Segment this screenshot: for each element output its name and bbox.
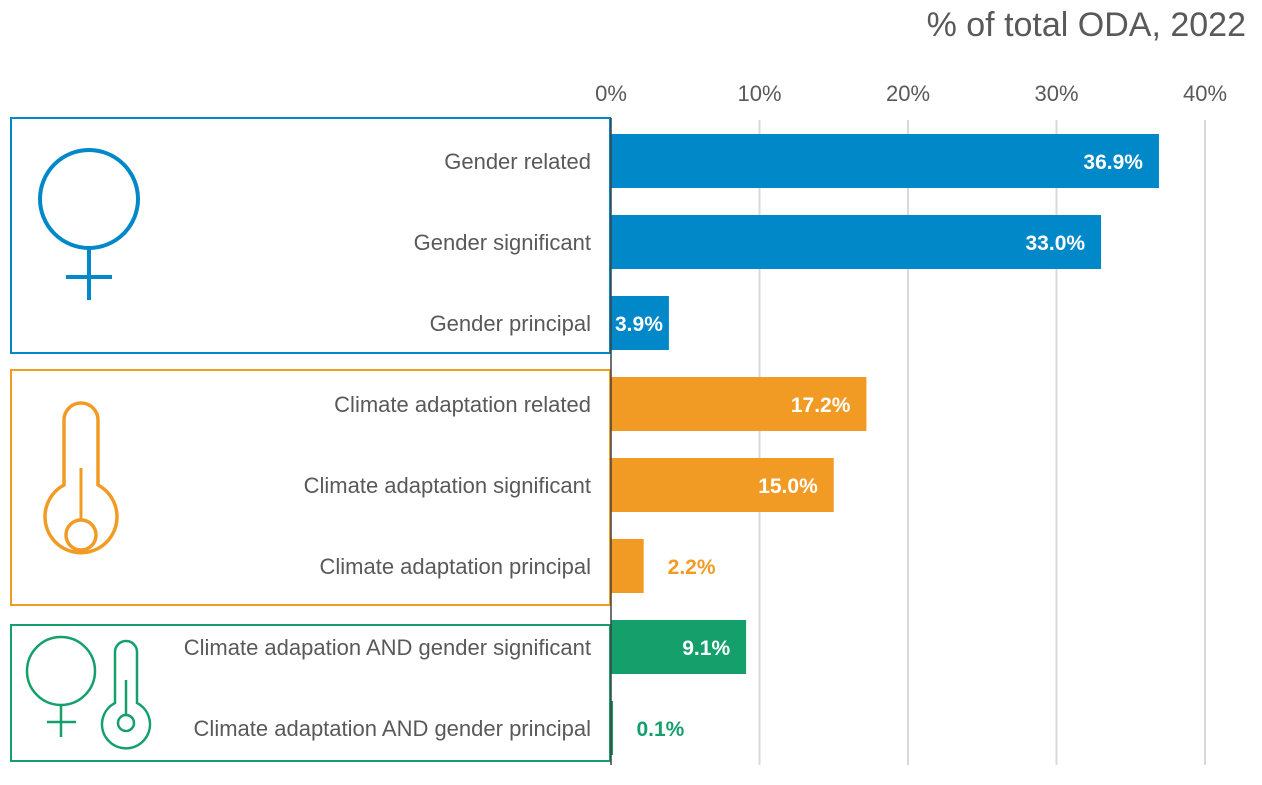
data-label: 36.9%: [1083, 151, 1143, 174]
data-label: 17.2%: [791, 394, 851, 417]
bar: [611, 377, 867, 431]
category-label: Climate adaptation AND gender principal: [194, 716, 591, 741]
group-box-gender: [10, 117, 611, 354]
x-tick-label: 10%: [737, 81, 781, 106]
group-box-climate: [10, 369, 611, 606]
bar: [611, 134, 1159, 188]
category-label: Climate adapation AND gender significant: [184, 635, 591, 660]
category-labels: Gender related Gender significant Gender p…: [184, 149, 591, 741]
bar: [611, 215, 1102, 269]
data-label: 33.0%: [1026, 232, 1086, 255]
group-boxes: [10, 117, 611, 762]
x-tick-label: 40%: [1183, 81, 1227, 106]
bar: [611, 539, 644, 593]
bar: [611, 296, 669, 350]
x-tick-label: 30%: [1034, 81, 1078, 106]
chart-title: % of total ODA, 2022: [927, 6, 1246, 44]
bar: [611, 458, 834, 512]
female-thermometer-icon: [25, 635, 152, 750]
data-label: 2.2%: [668, 556, 716, 579]
group-box-combined: [10, 624, 611, 762]
data-label: 15.0%: [758, 475, 818, 498]
category-label: Gender related: [444, 149, 591, 174]
bars: [611, 134, 1159, 755]
category-label: Climate adaptation principal: [320, 554, 592, 579]
category-label: Gender significant: [414, 230, 591, 255]
female-symbol-icon: [38, 148, 140, 300]
category-label: Gender principal: [430, 311, 591, 336]
category-label: Climate adaptation significant: [304, 473, 591, 498]
data-label: 9.1%: [682, 637, 730, 660]
x-tick-label: 0%: [595, 81, 627, 106]
data-label: 3.9%: [615, 313, 663, 336]
category-label: Climate adaptation related: [334, 392, 591, 417]
data-label: 0.1%: [636, 718, 684, 741]
x-tick-label: 20%: [886, 81, 930, 106]
thermometer-icon: [43, 401, 119, 555]
bar: [611, 701, 613, 755]
bar: [611, 620, 747, 674]
x-axis-ticks: 0% 10% 20% 30% 40%: [595, 81, 1227, 106]
data-labels: 36.9% 33.0% 3.9% 17.2% 15.0% 2.2% 9.1% 0.1%: [615, 151, 1143, 741]
